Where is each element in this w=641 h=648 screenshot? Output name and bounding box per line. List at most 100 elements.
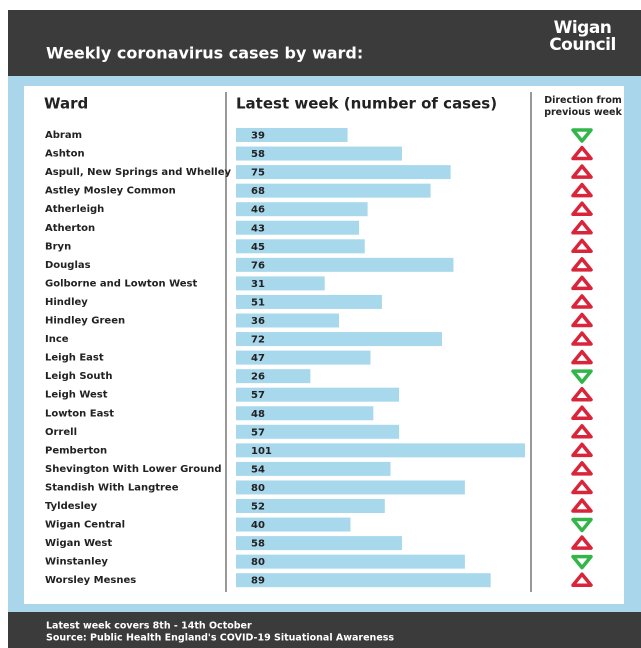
bar (236, 554, 465, 569)
direction-arrow (571, 182, 593, 198)
header-bar (8, 10, 641, 76)
bar (236, 276, 325, 291)
ward-label: Pemberton (45, 445, 107, 456)
value-label: 47 (251, 353, 265, 364)
column-header: Ward (44, 95, 88, 113)
direction-arrow (571, 554, 593, 570)
ward-label: Wigan Central (45, 520, 125, 531)
value-label: 31 (251, 279, 265, 290)
value-label: 76 (251, 260, 265, 271)
bar (236, 332, 443, 347)
bar (236, 202, 368, 217)
bar (236, 424, 400, 439)
value-label: 54 (251, 464, 265, 475)
value-label: 80 (251, 483, 265, 494)
ward-label: Lowton East (45, 408, 114, 419)
value-label: 46 (251, 205, 265, 216)
bar (236, 146, 402, 161)
direction-arrow (571, 349, 593, 365)
direction-arrow (571, 572, 593, 587)
column-header: Direction from previous week (544, 95, 622, 118)
bar (236, 387, 400, 402)
column-header: Latest week (number of cases) (236, 95, 497, 113)
footnote: Source: Public Health England's COVID-19… (46, 633, 394, 644)
bar (236, 239, 365, 254)
bar (236, 294, 382, 309)
bar (236, 573, 491, 588)
bar (236, 443, 525, 458)
direction-arrow (571, 312, 593, 328)
value-label: 101 (251, 446, 272, 457)
value-label: 89 (251, 576, 265, 587)
bar (236, 406, 374, 421)
direction-arrow (571, 238, 593, 254)
bar (236, 536, 402, 551)
bar (236, 220, 360, 235)
ward-label: Leigh West (45, 390, 108, 401)
bar (236, 517, 351, 532)
bar (236, 369, 311, 384)
chart-title: Weekly coronavirus cases by ward: (46, 44, 363, 63)
logo: Wigan Council (549, 18, 616, 55)
ward-label: Leigh East (45, 353, 104, 364)
direction-arrow (571, 517, 593, 533)
direction-arrow (571, 128, 593, 143)
value-label: 72 (251, 335, 265, 346)
direction-arrow (571, 164, 593, 179)
ward-label: Bryn (45, 241, 71, 252)
value-label: 52 (251, 502, 265, 513)
bar (236, 257, 454, 272)
value-label: 51 (251, 297, 265, 308)
footnote: Latest week covers 8th - 14th October (46, 621, 252, 632)
direction-arrow (571, 461, 593, 476)
value-label: 75 (251, 168, 265, 179)
ward-label: Worsley Mesnes (45, 575, 136, 586)
bar (236, 128, 348, 142)
ward-label: Douglas (45, 260, 91, 271)
ward-label: Hindley (45, 297, 88, 308)
bar (236, 499, 385, 513)
direction-arrow (571, 369, 593, 384)
direction-arrow (571, 331, 593, 346)
bar (236, 480, 465, 495)
bar (236, 183, 431, 198)
value-label: 40 (251, 520, 265, 531)
bar (236, 461, 391, 476)
bar (236, 350, 371, 365)
value-label: 57 (251, 390, 265, 401)
value-label: 80 (251, 557, 265, 568)
direction-arrow (571, 479, 593, 495)
ward-label: Winstanley (45, 557, 108, 568)
direction-arrow (571, 201, 593, 216)
direction-arrow (571, 275, 593, 291)
value-label: 39 (251, 131, 265, 142)
ward-label: Hindley Green (45, 316, 125, 327)
value-label: 48 (251, 409, 265, 420)
ward-label: Orrell (45, 427, 77, 438)
direction-arrow (571, 386, 593, 402)
direction-arrow (571, 257, 593, 272)
direction-arrow (571, 424, 593, 439)
ward-label: Standish With Langtree (45, 482, 179, 493)
value-label: 58 (251, 149, 265, 160)
direction-arrow (571, 220, 593, 235)
ward-label: Wigan West (45, 538, 112, 549)
ward-label: Golborne and Lowton West (45, 278, 197, 289)
direction-arrow (571, 294, 593, 309)
ward-label: Atherleigh (45, 204, 104, 215)
footer-bar (8, 612, 641, 648)
value-label: 36 (251, 316, 265, 327)
direction-arrow (571, 535, 593, 550)
ward-label: Ince (45, 334, 69, 345)
ward-label: Leigh South (45, 371, 112, 382)
direction-arrow (571, 498, 593, 513)
bar (236, 313, 340, 328)
value-label: 43 (251, 223, 265, 234)
ward-label: Tyldesley (45, 501, 98, 512)
ward-label: Aspull, New Springs and Whelley (45, 167, 231, 178)
value-label: 45 (251, 242, 265, 253)
value-label: 26 (251, 372, 265, 383)
direction-arrow (571, 442, 593, 458)
